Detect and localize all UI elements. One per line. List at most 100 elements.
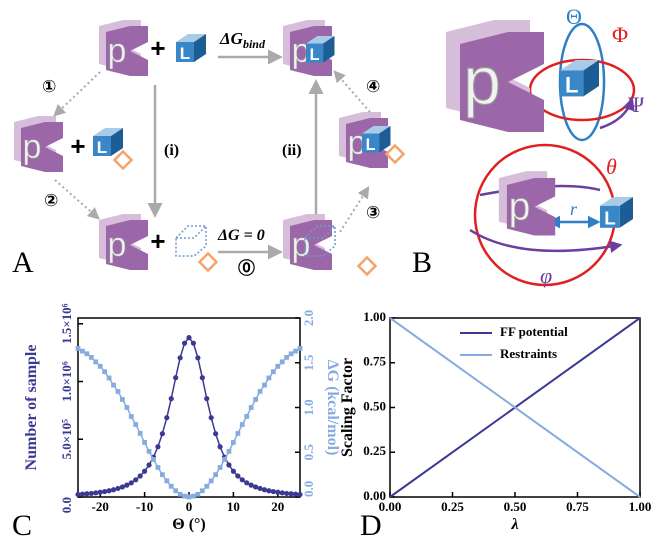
plus: + (150, 226, 165, 256)
point (80, 348, 85, 354)
point (253, 484, 259, 490)
point (88, 490, 94, 497)
x-tick-label: 1.00 (629, 499, 652, 514)
point (106, 375, 112, 381)
step: ① (42, 77, 56, 97)
ligand-side (194, 34, 206, 62)
series-line (389, 317, 641, 498)
point (84, 491, 90, 497)
point (235, 431, 241, 436)
step: ② (44, 191, 58, 211)
receptor-label: p (23, 128, 42, 166)
point (177, 491, 183, 497)
x-tick-label: 20 (271, 499, 284, 514)
point (159, 472, 165, 478)
series-line (77, 336, 301, 496)
y-axis-label: Scaling Factor (339, 358, 356, 457)
point (164, 478, 170, 484)
legend-label: Restraints (500, 346, 557, 361)
point (111, 382, 116, 388)
point (288, 351, 294, 357)
ligand-side (111, 128, 123, 156)
receptor-label: p (108, 226, 127, 264)
y-tick-label: 1.0×10⁶ (59, 361, 74, 402)
receptor-face (106, 220, 148, 270)
point (226, 462, 232, 468)
point (288, 491, 294, 497)
point (195, 355, 201, 361)
point (133, 422, 139, 427)
ligand-top (176, 34, 206, 42)
point (110, 487, 117, 493)
receptor-label: p (463, 43, 501, 119)
receptor-face (290, 220, 332, 270)
point (226, 448, 232, 454)
step: ⓪ (238, 258, 255, 279)
arrow (54, 179, 100, 220)
arrow (333, 70, 371, 113)
y-axis-label: Number of sample (23, 345, 40, 471)
point (261, 487, 268, 493)
distance-label: r (570, 199, 578, 219)
legend-label: FF potential (500, 324, 568, 339)
dummy-atom (112, 149, 134, 171)
y2-axis-label: ΔG (kcal/mol) (324, 360, 341, 456)
point (137, 431, 143, 436)
angle-label: φ (540, 263, 552, 288)
x-tick-label: -20 (92, 499, 109, 514)
point (248, 405, 254, 410)
receptor-label: p (108, 32, 127, 70)
point (284, 490, 290, 497)
dummy-atom (356, 255, 378, 277)
y-tick-label: 0.75 (363, 354, 386, 369)
point (297, 346, 303, 351)
plus: + (70, 131, 85, 161)
point (270, 369, 276, 375)
x-tick-label: 0.50 (504, 499, 527, 514)
point (137, 473, 143, 479)
point (97, 363, 103, 369)
y2-tick-label: 1.5 (301, 354, 316, 371)
point (235, 473, 241, 479)
ghost-ligand (304, 225, 336, 257)
receptor-face (21, 122, 63, 172)
panel-label: C (12, 509, 32, 542)
plus: + (150, 33, 165, 63)
point (75, 491, 81, 498)
arrow (339, 185, 370, 233)
point (195, 491, 201, 497)
point (115, 485, 121, 492)
point (284, 354, 290, 360)
point (253, 397, 258, 402)
panel-label: B (412, 246, 432, 279)
x-axis-label: Θ (°) (172, 516, 206, 533)
series-line (77, 347, 301, 498)
point (217, 465, 223, 470)
point (222, 457, 227, 462)
y2-tick-label: 2.0 (301, 310, 316, 326)
point (199, 375, 205, 381)
step: ③ (366, 203, 380, 223)
point (102, 488, 108, 495)
point (279, 490, 285, 496)
dummy-atom (197, 251, 219, 273)
ligand: L (362, 126, 391, 154)
charts: -20 -10 0 10 20 0.0 5.0×10⁵ 1.0×10⁶ 1.5×10⁶ 0.0 0.… (23, 303, 651, 533)
point (124, 405, 130, 410)
receptor-label: p (348, 124, 367, 162)
point (79, 491, 86, 497)
point (297, 491, 303, 498)
point (244, 414, 250, 419)
receptor-face (460, 32, 544, 132)
point (292, 491, 299, 497)
ligand-label: L (565, 73, 579, 98)
point (257, 388, 263, 394)
point (133, 477, 139, 483)
point (186, 335, 192, 341)
point (248, 482, 254, 488)
point (142, 468, 148, 474)
point (142, 440, 147, 445)
ligand: L (176, 34, 206, 63)
point (128, 480, 134, 486)
